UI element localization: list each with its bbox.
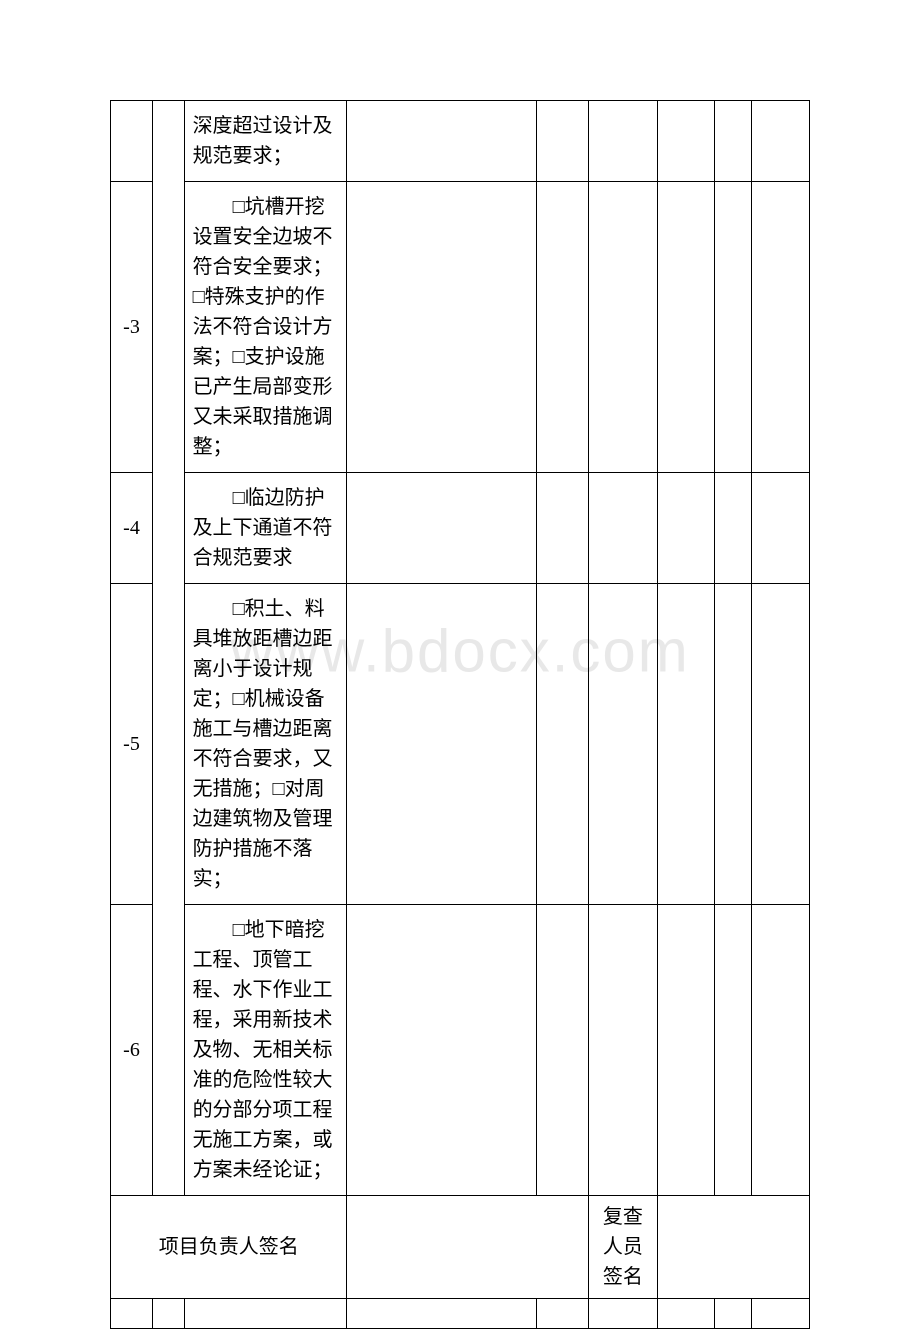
empty-cell bbox=[657, 584, 715, 905]
empty-cell bbox=[752, 584, 810, 905]
signature-field bbox=[347, 1196, 589, 1299]
content-cell: □临边防护及上下通道不符合规范要求 bbox=[184, 473, 347, 584]
signature-row: 项目负责人签名 复查人员签名 bbox=[111, 1196, 810, 1299]
empty-cell bbox=[589, 182, 657, 473]
empty-cell bbox=[657, 1299, 715, 1329]
row-number: -6 bbox=[111, 905, 153, 1196]
table-row: -3 □坑槽开挖设置安全边坡不符合安全要求；□特殊支护的作法不符合设计方案；□支… bbox=[111, 182, 810, 473]
table-row: -6 □地下暗挖工程、顶管工程、水下作业工程，采用新技术及物、无相关标准的危险性… bbox=[111, 905, 810, 1196]
empty-cell bbox=[657, 182, 715, 473]
empty-cell bbox=[715, 1299, 752, 1329]
row-number: -5 bbox=[111, 584, 153, 905]
empty-cell bbox=[657, 905, 715, 1196]
empty-cell bbox=[715, 101, 752, 182]
row-number: -4 bbox=[111, 473, 153, 584]
empty-cell bbox=[589, 101, 657, 182]
empty-cell bbox=[589, 1299, 657, 1329]
content-cell: □地下暗挖工程、顶管工程、水下作业工程，采用新技术及物、无相关标准的危险性较大的… bbox=[184, 905, 347, 1196]
empty-cell bbox=[184, 1299, 347, 1329]
empty-cell bbox=[715, 473, 752, 584]
empty-cell bbox=[347, 182, 536, 473]
content-cell: □积土、料具堆放距槽边距离小于设计规定；□机械设备施工与槽边距离不符合要求，又无… bbox=[184, 584, 347, 905]
empty-cell bbox=[111, 1299, 153, 1329]
empty-cell bbox=[536, 473, 589, 584]
empty-cell bbox=[657, 101, 715, 182]
content-cell: 深度超过设计及规范要求； bbox=[184, 101, 347, 182]
table-row: -5 □积土、料具堆放距槽边距离小于设计规定；□机械设备施工与槽边距离不符合要求… bbox=[111, 584, 810, 905]
empty-cell bbox=[589, 584, 657, 905]
empty-cell bbox=[657, 473, 715, 584]
spacer-cell bbox=[153, 101, 185, 1196]
empty-cell bbox=[752, 473, 810, 584]
empty-cell bbox=[347, 101, 536, 182]
empty-cell bbox=[536, 584, 589, 905]
row-number: -3 bbox=[111, 182, 153, 473]
empty-cell bbox=[536, 905, 589, 1196]
empty-cell bbox=[752, 182, 810, 473]
empty-cell bbox=[536, 1299, 589, 1329]
empty-cell bbox=[347, 473, 536, 584]
table-row: 深度超过设计及规范要求； bbox=[111, 101, 810, 182]
inspection-table: 深度超过设计及规范要求； -3 □坑槽开挖设置安全边坡不符合安全要求；□特殊支护… bbox=[110, 100, 810, 1329]
signature-field bbox=[657, 1196, 809, 1299]
empty-cell bbox=[347, 584, 536, 905]
empty-cell bbox=[715, 905, 752, 1196]
reviewer-signature-label: 复查人员签名 bbox=[589, 1196, 657, 1299]
empty-cell bbox=[715, 584, 752, 905]
table-row bbox=[111, 1299, 810, 1329]
empty-cell bbox=[752, 1299, 810, 1329]
empty-cell bbox=[153, 1299, 185, 1329]
project-manager-signature-label: 项目负责人签名 bbox=[111, 1196, 347, 1299]
empty-cell bbox=[715, 182, 752, 473]
content-cell: □坑槽开挖设置安全边坡不符合安全要求；□特殊支护的作法不符合设计方案；□支护设施… bbox=[184, 182, 347, 473]
empty-cell bbox=[752, 905, 810, 1196]
empty-cell bbox=[589, 473, 657, 584]
table-row: -4 □临边防护及上下通道不符合规范要求 bbox=[111, 473, 810, 584]
empty-cell bbox=[536, 182, 589, 473]
empty-cell bbox=[752, 101, 810, 182]
row-number bbox=[111, 101, 153, 182]
empty-cell bbox=[536, 101, 589, 182]
empty-cell bbox=[347, 1299, 536, 1329]
empty-cell bbox=[589, 905, 657, 1196]
empty-cell bbox=[347, 905, 536, 1196]
